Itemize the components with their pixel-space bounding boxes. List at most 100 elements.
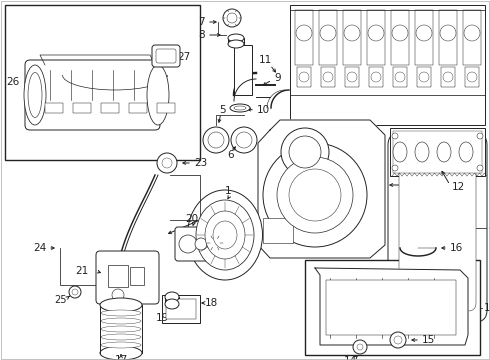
Text: 21: 21 <box>75 266 88 276</box>
Ellipse shape <box>24 65 46 125</box>
Bar <box>297 67 311 87</box>
FancyBboxPatch shape <box>388 133 487 322</box>
Circle shape <box>236 132 252 148</box>
Bar <box>417 67 431 87</box>
Circle shape <box>208 132 224 148</box>
Circle shape <box>320 25 336 41</box>
Ellipse shape <box>147 65 169 125</box>
Circle shape <box>344 25 360 41</box>
Text: 13: 13 <box>484 303 490 313</box>
Ellipse shape <box>213 221 237 249</box>
Bar <box>305 260 480 355</box>
Bar <box>463 10 481 65</box>
Text: 25: 25 <box>54 295 66 305</box>
Ellipse shape <box>196 200 254 270</box>
FancyBboxPatch shape <box>25 60 160 130</box>
Text: 8: 8 <box>198 30 205 40</box>
Ellipse shape <box>437 142 451 162</box>
Ellipse shape <box>101 342 141 348</box>
Bar <box>321 67 335 87</box>
Ellipse shape <box>165 292 179 302</box>
Ellipse shape <box>230 104 250 112</box>
Text: 24: 24 <box>33 243 46 253</box>
Bar <box>234 45 252 95</box>
Bar <box>130 267 144 285</box>
Text: 3: 3 <box>422 180 429 190</box>
Bar <box>319 10 337 65</box>
Circle shape <box>69 286 81 298</box>
Circle shape <box>289 136 321 168</box>
Bar <box>393 131 482 173</box>
Circle shape <box>477 165 483 171</box>
Circle shape <box>223 9 241 27</box>
Bar <box>369 67 383 87</box>
Circle shape <box>371 72 381 82</box>
Circle shape <box>296 25 312 41</box>
Ellipse shape <box>100 298 142 312</box>
Bar <box>367 10 385 65</box>
Circle shape <box>207 235 223 251</box>
Text: 14: 14 <box>343 356 357 360</box>
Ellipse shape <box>101 318 141 324</box>
Polygon shape <box>315 268 468 345</box>
Text: 6: 6 <box>228 150 234 160</box>
Text: 5: 5 <box>219 105 225 115</box>
FancyBboxPatch shape <box>156 49 176 63</box>
Circle shape <box>368 25 384 41</box>
Circle shape <box>392 165 398 171</box>
Circle shape <box>394 336 402 344</box>
Bar <box>439 10 457 65</box>
Bar <box>326 280 456 335</box>
Circle shape <box>419 72 429 82</box>
Bar <box>390 128 485 176</box>
Circle shape <box>395 72 405 82</box>
Bar <box>263 218 293 243</box>
Ellipse shape <box>228 34 244 42</box>
Bar <box>393 67 407 87</box>
Ellipse shape <box>415 142 429 162</box>
FancyBboxPatch shape <box>152 45 180 67</box>
Bar <box>162 295 200 323</box>
Ellipse shape <box>459 142 473 162</box>
Ellipse shape <box>28 72 42 117</box>
Bar <box>5 5 200 160</box>
Circle shape <box>203 127 229 153</box>
Bar <box>295 10 313 65</box>
Bar <box>129 103 147 113</box>
FancyBboxPatch shape <box>96 251 159 304</box>
Circle shape <box>443 72 453 82</box>
Ellipse shape <box>101 334 141 340</box>
Ellipse shape <box>188 190 263 280</box>
Text: 10: 10 <box>257 105 270 115</box>
Ellipse shape <box>228 40 244 48</box>
Circle shape <box>392 133 398 139</box>
Bar <box>290 5 485 125</box>
Circle shape <box>440 25 456 41</box>
Ellipse shape <box>393 142 407 162</box>
Bar <box>415 10 433 65</box>
Text: 19: 19 <box>155 313 169 323</box>
Circle shape <box>162 158 172 168</box>
Circle shape <box>112 289 124 301</box>
Text: 11: 11 <box>258 55 271 65</box>
Circle shape <box>353 340 367 354</box>
Text: 22: 22 <box>202 220 215 230</box>
Text: 9: 9 <box>274 73 281 83</box>
Bar <box>157 103 175 113</box>
Circle shape <box>392 25 408 41</box>
Circle shape <box>227 13 237 23</box>
Text: 1: 1 <box>225 186 231 196</box>
Bar <box>108 265 128 287</box>
Ellipse shape <box>101 310 141 316</box>
Circle shape <box>195 238 207 250</box>
Polygon shape <box>258 120 385 258</box>
Text: 4: 4 <box>488 223 490 233</box>
FancyBboxPatch shape <box>399 144 476 311</box>
Text: 20: 20 <box>185 214 198 224</box>
Bar <box>101 103 119 113</box>
Circle shape <box>157 153 177 173</box>
Bar <box>465 67 479 87</box>
Text: 15: 15 <box>422 335 435 345</box>
Circle shape <box>72 289 78 295</box>
Circle shape <box>281 128 329 176</box>
